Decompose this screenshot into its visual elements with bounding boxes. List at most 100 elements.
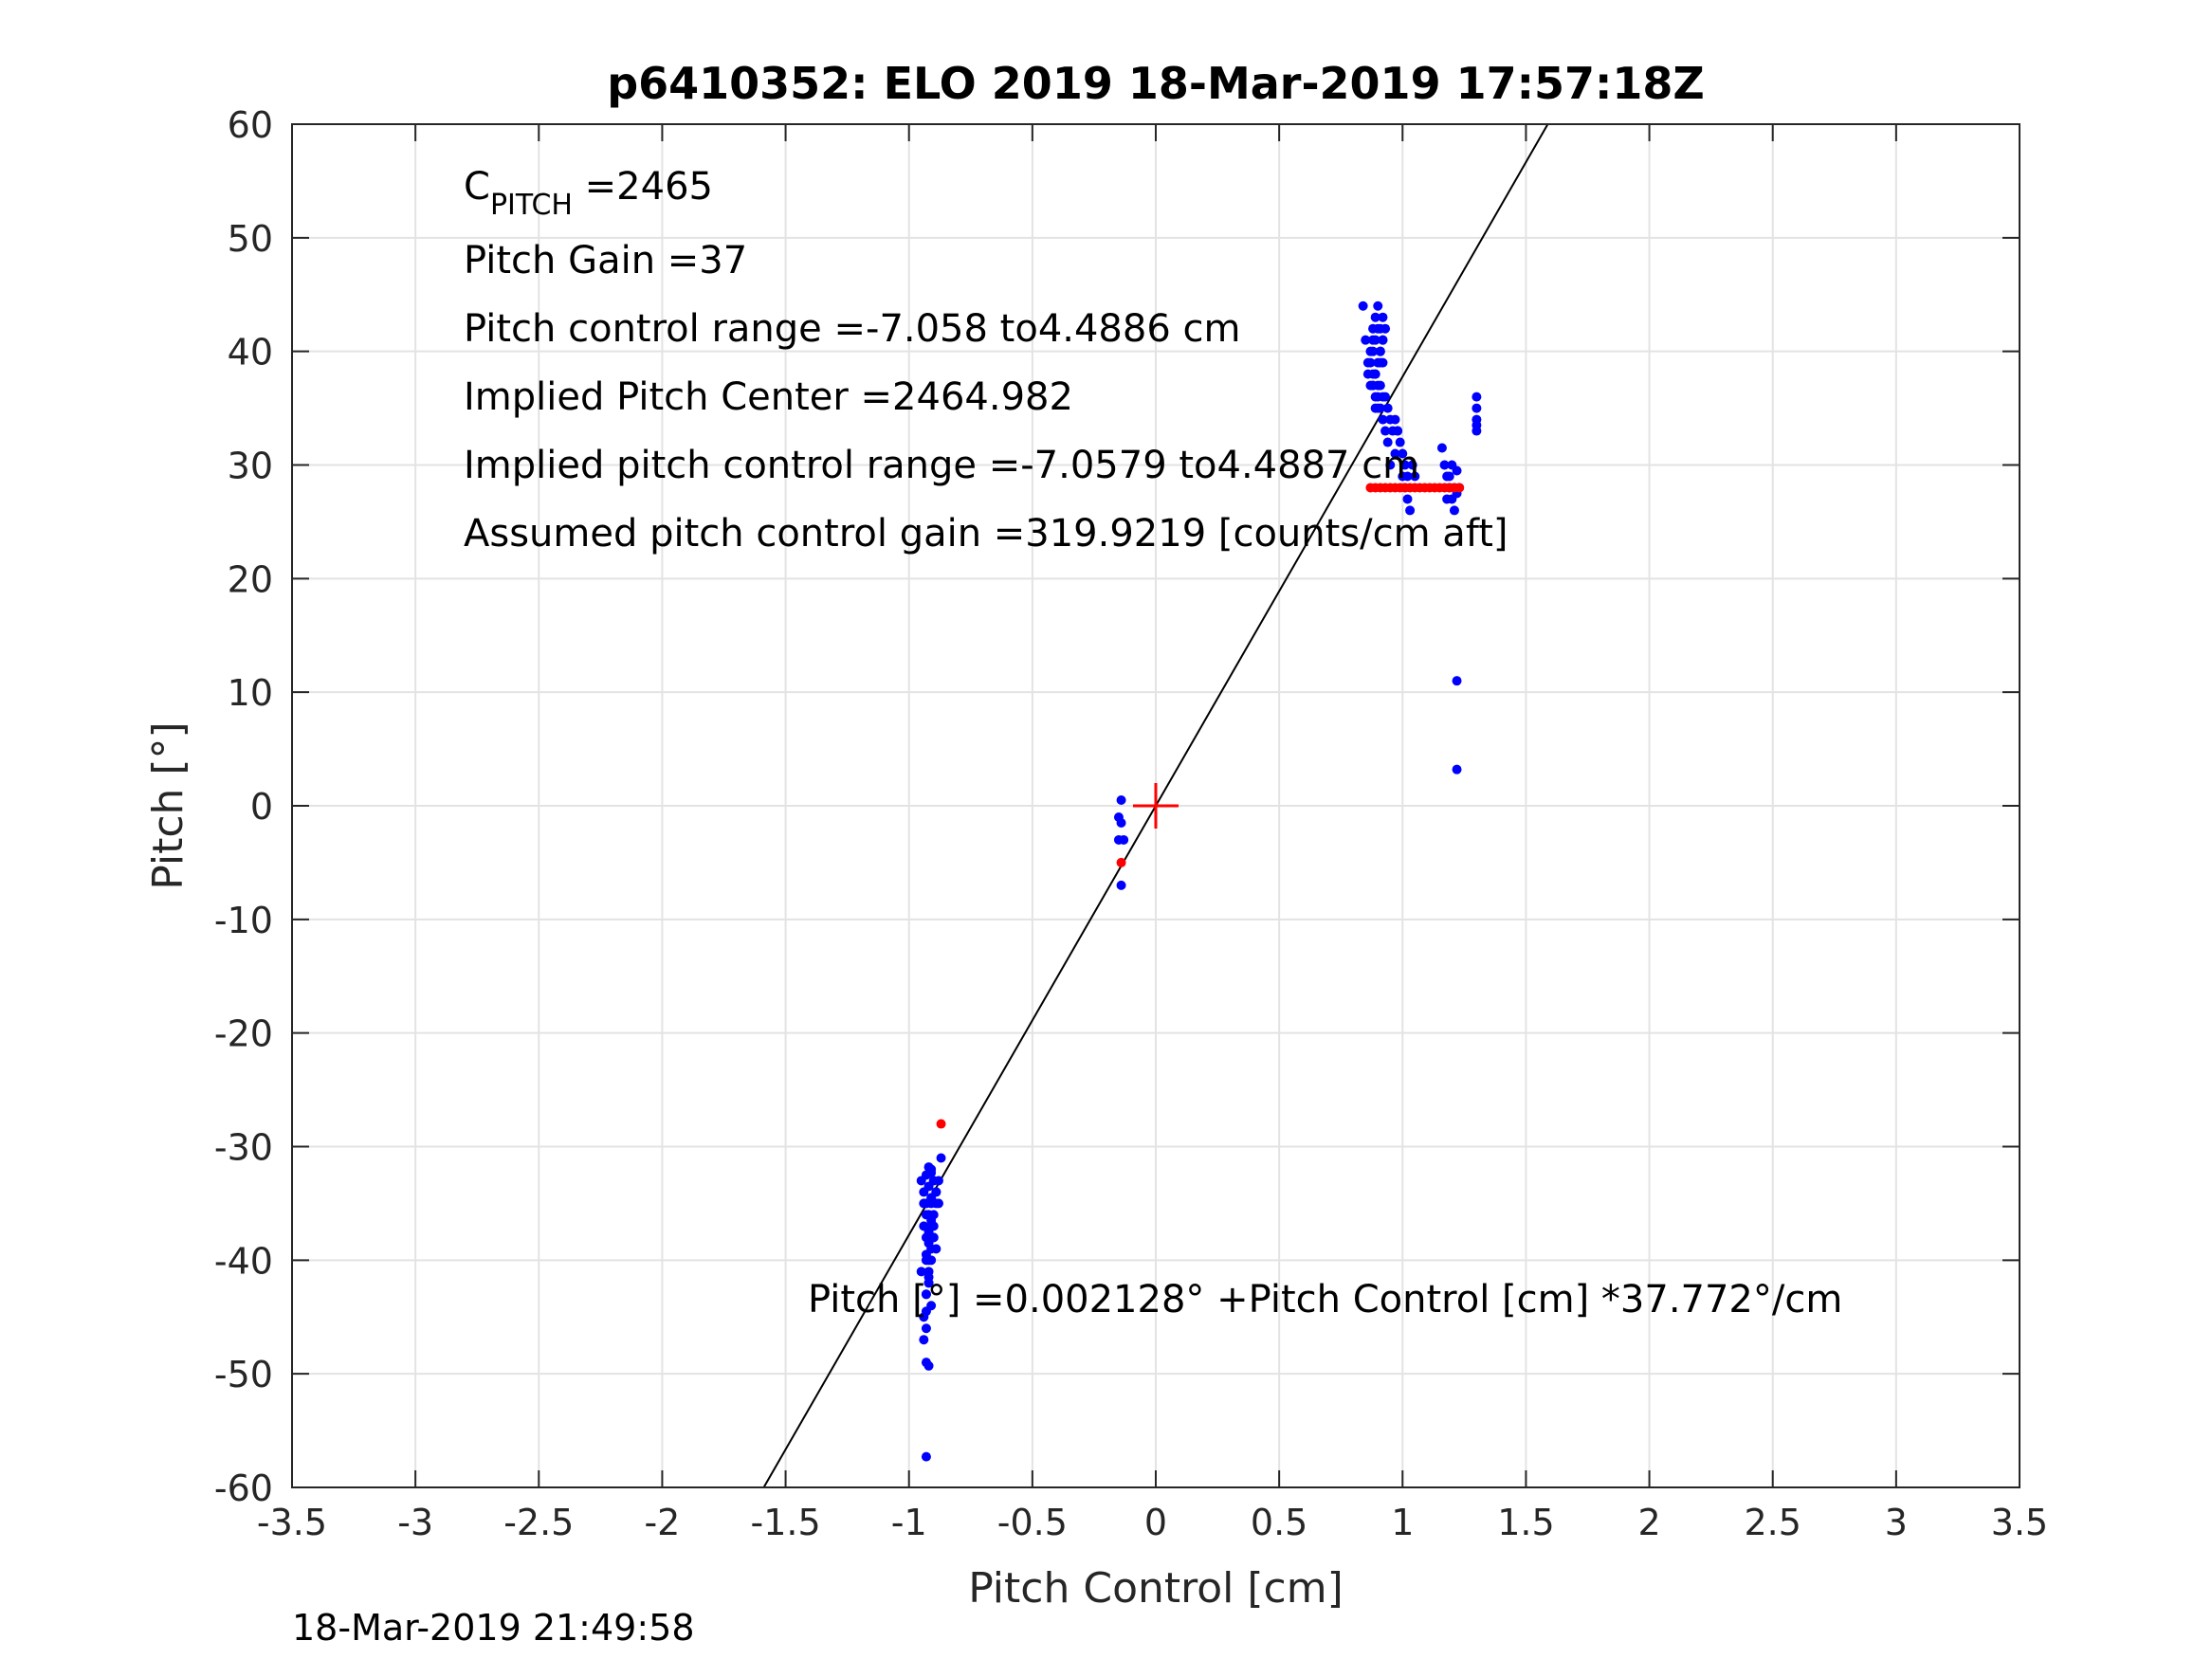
x-tick-label: 2.5 [1744,1502,1801,1543]
annotation-assumed-gain: Assumed pitch control gain =319.9219 [co… [464,512,1508,556]
data-point-blue [1382,403,1393,413]
data-point-blue [1368,335,1379,345]
data-point-blue [1472,426,1482,436]
data-point-blue [1380,426,1391,436]
data-point-blue [1449,505,1459,516]
data-point-blue [921,1249,931,1260]
x-tick-label: 0 [1144,1502,1167,1543]
data-point-blue [1380,323,1391,334]
x-tick-label: -3 [397,1502,433,1543]
data-point-blue [1398,471,1408,482]
data-point-blue [1402,494,1413,504]
y-tick-label: 50 [228,218,273,260]
data-point-blue [1395,437,1405,447]
data-point-blue [1380,392,1391,402]
data-point-blue [1116,817,1126,828]
cpitch-subscript: PITCH [490,189,573,222]
y-tick-label: 30 [228,446,273,487]
data-point-blue [923,1360,934,1371]
tick-labels: -3.5 -3 -2.5 -2 -1.5 -1 -0.5 0 0.5 1 1.5 2 2.5 3 3.5 -6… [214,104,2048,1543]
data-point-blue [1447,460,1457,470]
data-point-blue [1373,301,1383,311]
data-point-blue [1385,460,1396,470]
data-point-blue [1452,676,1462,686]
data-point-blue [1405,505,1416,516]
x-tick-label: -1.5 [750,1502,820,1543]
data-point-blue [1439,460,1450,470]
annotation-pitch-gain: Pitch Gain =37 [464,239,747,283]
x-tick-label: 1.5 [1497,1502,1554,1543]
annotation-implied-range: Implied pitch control range =-7.0579 to4… [464,444,1419,487]
x-tick-label: -1 [891,1502,927,1543]
data-point-blue [1378,414,1388,425]
x-tick-label: 0.5 [1251,1502,1307,1543]
data-point-blue [1442,494,1453,504]
data-point-blue [1444,471,1454,482]
data-point-blue [923,1181,934,1192]
y-tick-label: 10 [228,672,273,714]
x-tick-label: 1 [1391,1502,1414,1543]
y-tick-label: 60 [228,104,273,146]
y-tick-label: -40 [214,1240,273,1282]
data-point-blue [923,1227,934,1237]
data-point-blue [1393,426,1403,436]
y-tick-label: -10 [214,900,273,941]
data-point-blue [1358,301,1368,311]
data-point-blue [1365,380,1376,391]
data-point-blue [1407,460,1417,470]
data-point-blue [936,1153,946,1163]
data-point-blue [1399,460,1410,470]
y-tick-label: 20 [228,558,273,600]
data-point-blue [1370,403,1380,413]
x-tick-label: -0.5 [997,1502,1068,1543]
data-point-red [1454,483,1465,493]
x-tick-label: 3.5 [1991,1502,2048,1543]
data-point-blue [919,1198,929,1209]
data-point-blue [919,1335,929,1345]
axis-ticks [291,123,2020,1488]
data-point-blue [1119,834,1129,845]
y-tick-label: -60 [214,1468,273,1509]
data-point-blue [921,1451,931,1462]
data-point-blue [1452,764,1462,775]
y-tick-label: -30 [214,1127,273,1169]
data-point-blue [921,1306,931,1317]
data-point-blue [916,1267,926,1277]
data-point-blue [1116,795,1126,806]
data-point-blue [1362,357,1373,368]
y-tick-label: 0 [250,786,273,828]
data-point-blue [1361,335,1371,345]
data-point-blue [926,1193,937,1203]
footer-timestamp: 18-Mar-2019 21:49:58 [292,1607,695,1649]
data-point-blue [1472,403,1482,413]
y-tick-label: -50 [214,1354,273,1395]
data-point-blue [923,1272,934,1283]
data-point-blue [921,1323,931,1334]
data-point-blue [1382,437,1393,447]
annotation-fit-equation: Pitch [°] =0.002128° +Pitch Control [cm]… [808,1278,1842,1322]
x-tick-label: 2 [1637,1502,1660,1543]
data-point-blue [1375,346,1385,356]
data-point-blue [926,1168,937,1178]
data-point-blue [1116,880,1126,890]
data-points [916,301,1482,1462]
data-point-blue [1378,312,1388,322]
data-point-red [1116,857,1126,867]
annotation-cpitch: CPITCH =2465 [464,165,713,222]
data-point-blue [1436,443,1447,453]
data-point-red [936,1119,946,1129]
data-point-blue [926,1215,937,1226]
x-tick-label: -2.5 [503,1502,574,1543]
data-point-blue [1373,357,1383,368]
annotation-control-range: Pitch control range =-7.058 to4.4886 cm [464,307,1240,351]
x-tick-label: 3 [1885,1502,1908,1543]
data-point-blue [923,1238,934,1249]
data-point-blue [1472,392,1482,402]
x-tick-label: -2 [644,1502,680,1543]
data-point-blue [1378,335,1388,345]
x-tick-label: -3.5 [257,1502,327,1543]
cpitch-main: C [464,165,490,209]
data-point-blue [1370,369,1380,379]
data-point-blue [921,1289,931,1300]
